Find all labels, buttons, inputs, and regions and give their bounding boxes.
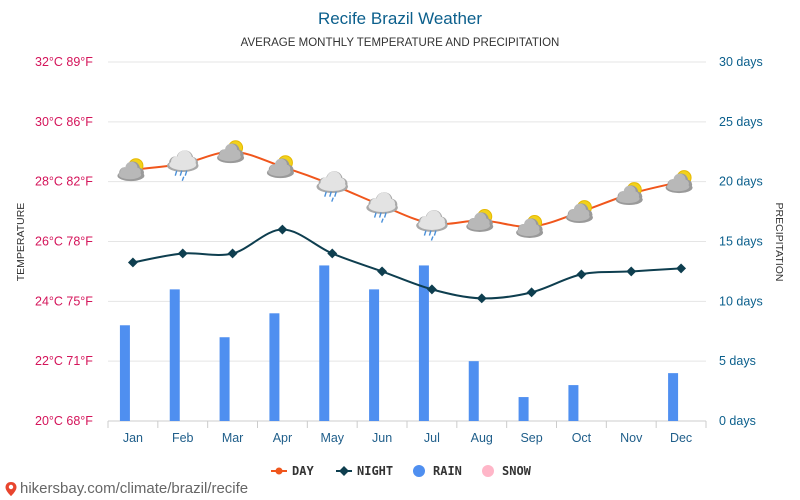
night-point — [626, 266, 637, 277]
left-tick-label: 22°C 71°F — [35, 354, 93, 368]
night-point — [526, 287, 537, 298]
partly-cloudy-icon — [266, 155, 294, 179]
rain-bar — [169, 289, 180, 421]
day-series — [129, 148, 685, 230]
rain-bar — [219, 337, 230, 421]
weather-icons — [117, 140, 693, 241]
month-label: Feb — [172, 431, 194, 445]
month-label: Jun — [372, 431, 392, 445]
grid-lines — [108, 61, 706, 422]
night-series — [127, 224, 687, 304]
night-point — [426, 284, 437, 295]
month-label: Dec — [670, 431, 692, 445]
month-label: Aug — [471, 431, 493, 445]
rain-bar — [369, 289, 380, 421]
night-point — [127, 257, 138, 268]
night-point — [227, 248, 238, 259]
partly-cloudy-icon — [615, 182, 643, 206]
chart-subtitle: AVERAGE MONTHLY TEMPERATURE AND PRECIPIT… — [241, 37, 560, 49]
right-tick-label: 5 days — [719, 354, 756, 368]
rain-bar — [468, 361, 479, 421]
legend-item-snow[interactable]: SNOW — [482, 464, 532, 478]
month-label: Nov — [620, 431, 643, 445]
partly-cloudy-icon — [466, 209, 494, 232]
legend-item-rain[interactable]: RAIN — [413, 464, 462, 478]
left-axis-ticks: 20°C 68°F 22°C 71°F 24°C 75°F 26°C 78°F 28°C… — [35, 55, 93, 428]
month-label: Oct — [572, 431, 592, 445]
left-tick-label: 20°C 68°F — [35, 414, 93, 428]
rain-cloud-icon — [167, 150, 199, 181]
rain-cloud-icon — [366, 192, 398, 223]
month-label: Jul — [424, 431, 440, 445]
legend-item-night[interactable]: NIGHT — [336, 464, 393, 478]
left-tick-label: 24°C 75°F — [35, 294, 93, 308]
night-point — [177, 248, 188, 259]
rain-bar — [518, 397, 529, 421]
left-tick-label: 32°C 89°F — [35, 55, 93, 69]
right-tick-label: 25 days — [719, 115, 763, 129]
rain-cloud-icon — [316, 171, 348, 202]
month-label: May — [320, 431, 344, 445]
location-pin-icon — [5, 481, 17, 496]
right-tick-label: 30 days — [719, 55, 763, 69]
left-axis-label: TEMPERATURE — [15, 203, 27, 282]
footer[interactable]: hikersbay.com/climate/brazil/recife — [4, 480, 248, 497]
right-tick-label: 20 days — [719, 175, 763, 189]
legend-label: DAY — [292, 464, 314, 478]
day-line — [132, 150, 682, 228]
night-point — [377, 266, 388, 277]
rain-bar — [119, 325, 130, 421]
night-point — [676, 263, 687, 274]
partly-cloudy-icon — [516, 215, 544, 238]
month-label: Sep — [520, 431, 542, 445]
rain-bar — [568, 385, 579, 421]
month-label: Mar — [222, 431, 244, 445]
partly-cloudy-icon — [217, 140, 245, 164]
rain-bar — [418, 265, 429, 421]
partly-cloudy-icon — [665, 170, 693, 194]
legend: DAY NIGHT RAIN SNOW — [271, 464, 532, 478]
legend-label: RAIN — [433, 464, 462, 478]
right-axis-label: PRECIPITATION — [773, 203, 785, 282]
rain-cloud-icon — [416, 210, 448, 241]
rain-bars — [119, 265, 679, 421]
night-point — [476, 293, 487, 304]
legend-label: SNOW — [502, 464, 532, 478]
right-tick-label: 15 days — [719, 235, 763, 249]
night-point — [576, 269, 587, 280]
month-label: Apr — [273, 431, 292, 445]
left-tick-label: 30°C 86°F — [35, 115, 93, 129]
partly-cloudy-icon — [565, 200, 593, 223]
legend-item-day[interactable]: DAY — [271, 464, 314, 478]
footer-link[interactable]: hikersbay.com/climate/brazil/recife — [20, 480, 249, 497]
rain-bar — [269, 313, 280, 421]
rain-bar — [668, 373, 679, 421]
night-point — [327, 248, 338, 259]
left-tick-label: 28°C 82°F — [35, 175, 93, 189]
chart-title: Recife Brazil Weather — [318, 9, 482, 28]
right-tick-label: 0 days — [719, 414, 756, 428]
right-axis-ticks: 0 days 5 days 10 days 15 days 20 days 25 days… — [719, 55, 763, 428]
x-axis: Jan Feb Mar Apr May Jun Jul Aug Sep Oct Nov Dec — [107, 421, 707, 445]
rain-bar — [319, 265, 330, 421]
legend-label: NIGHT — [357, 464, 393, 478]
month-label: Jan — [123, 431, 143, 445]
left-tick-label: 26°C 78°F — [35, 235, 93, 249]
right-tick-label: 10 days — [719, 294, 763, 308]
partly-cloudy-icon — [117, 158, 145, 182]
night-line — [132, 228, 682, 300]
night-point — [277, 224, 288, 235]
